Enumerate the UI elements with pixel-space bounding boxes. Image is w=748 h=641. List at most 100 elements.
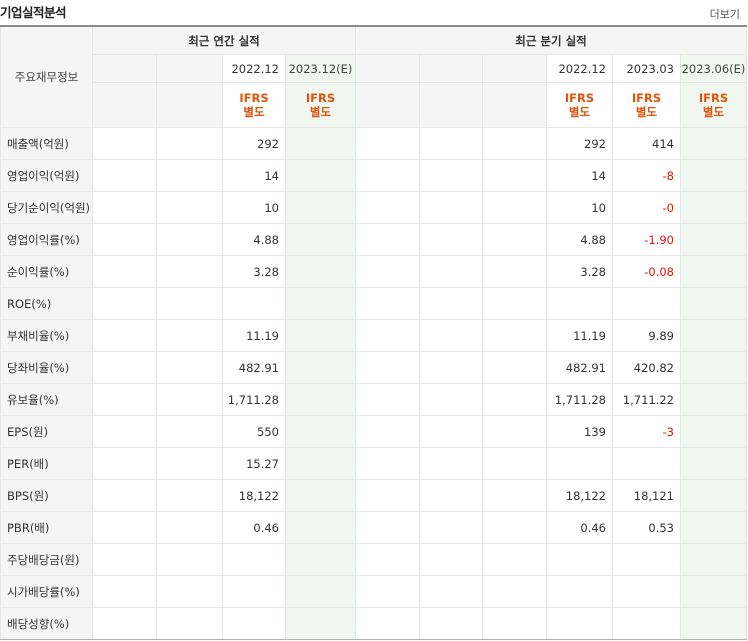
cell-value <box>419 319 483 352</box>
financial-table: 주요재무정보 최근 연간 실적 최근 분기 실적 2022.12 2023.12(… <box>0 25 748 640</box>
quarter-period-1 <box>419 54 483 83</box>
cell-value <box>156 415 223 448</box>
row-label: ROE(%) <box>0 287 93 320</box>
cell-value: 1,711.22 <box>612 383 681 416</box>
table-row: 순이익률(%) 3.28 3.28 -0.08 <box>0 255 748 288</box>
cell-value <box>419 575 483 608</box>
cell-value <box>546 543 613 576</box>
cell-value <box>285 127 356 160</box>
cell-value: -3 <box>612 415 681 448</box>
table-row: 당기순이익(억원) 10 10 -0 <box>0 191 748 224</box>
cell-value: 14 <box>222 159 286 192</box>
cell-value <box>355 287 420 320</box>
more-link[interactable]: 더보기 <box>709 8 740 21</box>
row-label: 영업이익(억원) <box>0 159 93 192</box>
cell-value <box>285 159 356 192</box>
cell-value <box>419 607 483 640</box>
cell-value <box>612 543 681 576</box>
cell-value <box>222 607 286 640</box>
cell-value <box>156 607 223 640</box>
row-label: 주당배당금(원) <box>0 543 93 576</box>
annual-accounting-3: IFRS 별도 <box>285 82 356 128</box>
cell-value <box>222 543 286 576</box>
cell-value: 18,122 <box>222 479 286 512</box>
cell-value <box>679 255 748 288</box>
table-row: ROE(%) <box>0 287 748 320</box>
cell-value: 18,122 <box>546 479 613 512</box>
cell-value <box>156 543 223 576</box>
cell-value <box>419 127 483 160</box>
cell-value: 4.88 <box>222 223 286 256</box>
quarter-period-5: 2023.06(E) <box>679 54 748 83</box>
accounting-standard-label: IFRS 별도 <box>564 91 595 119</box>
cell-value <box>679 607 748 640</box>
table-row: BPS(원) 18,122 18,122 18,121 <box>0 479 748 512</box>
quarter-accounting-4: IFRS 별도 <box>612 82 681 128</box>
cell-value: 11.19 <box>546 319 613 352</box>
table-row: 유보율(%) 1,711.28 1,711.28 1,711.22 <box>0 383 748 416</box>
cell-value: 15.27 <box>222 447 286 480</box>
cell-value <box>92 159 157 192</box>
table-row: 부채비율(%) 11.19 11.19 9.89 <box>0 319 748 352</box>
cell-value <box>679 511 748 544</box>
table-header: 주요재무정보 최근 연간 실적 최근 분기 실적 2022.12 2023.12(… <box>0 25 748 128</box>
cell-value <box>679 191 748 224</box>
cell-value <box>679 127 748 160</box>
cell-value <box>285 607 356 640</box>
cell-value <box>355 351 420 384</box>
cell-value: 14 <box>546 159 613 192</box>
row-label: BPS(원) <box>0 479 93 512</box>
cell-value <box>92 607 157 640</box>
cell-value <box>92 447 157 480</box>
cell-value: 10 <box>222 191 286 224</box>
table-row: 영업이익률(%) 4.88 4.88 -1.90 <box>0 223 748 256</box>
cell-value <box>419 351 483 384</box>
cell-value <box>156 287 223 320</box>
cell-value <box>482 607 547 640</box>
cell-value <box>355 479 420 512</box>
cell-value <box>679 287 748 320</box>
cell-value: -0 <box>612 191 681 224</box>
annual-group-header: 최근 연간 실적 <box>92 25 356 55</box>
table-row: 영업이익(억원) 14 14 -8 <box>0 159 748 192</box>
cell-value <box>419 479 483 512</box>
annual-period-2: 2022.12 <box>222 54 286 83</box>
cell-value <box>285 255 356 288</box>
cell-value: 11.19 <box>222 319 286 352</box>
quarter-accounting-0 <box>355 82 420 128</box>
cell-value <box>355 447 420 480</box>
cell-value: 1,711.28 <box>546 383 613 416</box>
cell-value <box>156 223 223 256</box>
cell-value <box>546 287 613 320</box>
cell-value <box>546 447 613 480</box>
cell-value <box>679 159 748 192</box>
table-row: 주당배당금(원) <box>0 543 748 576</box>
quarter-accounting-3: IFRS 별도 <box>546 82 613 128</box>
row-label: EPS(원) <box>0 415 93 448</box>
row-label: PER(배) <box>0 447 93 480</box>
cell-value <box>419 287 483 320</box>
cell-value <box>156 511 223 544</box>
table-row: EPS(원) 550 139 -3 <box>0 415 748 448</box>
accounting-standard-label: IFRS 별도 <box>698 91 729 119</box>
cell-value <box>156 159 223 192</box>
annual-accounting-1 <box>156 82 223 128</box>
cell-value <box>92 543 157 576</box>
cell-value <box>482 383 547 416</box>
cell-value: 414 <box>612 127 681 160</box>
cell-value <box>482 159 547 192</box>
row-label: 순이익률(%) <box>0 255 93 288</box>
quarter-accounting-1 <box>419 82 483 128</box>
quarter-period-0 <box>355 54 420 83</box>
table-row: 배당성향(%) <box>0 607 748 640</box>
cell-value <box>92 223 157 256</box>
cell-value <box>679 575 748 608</box>
row-label: 배당성향(%) <box>0 607 93 640</box>
cell-value <box>482 511 547 544</box>
cell-value <box>92 575 157 608</box>
cell-value: 292 <box>222 127 286 160</box>
cell-value <box>679 319 748 352</box>
cell-value <box>546 575 613 608</box>
cell-value: 139 <box>546 415 613 448</box>
cell-value <box>355 127 420 160</box>
